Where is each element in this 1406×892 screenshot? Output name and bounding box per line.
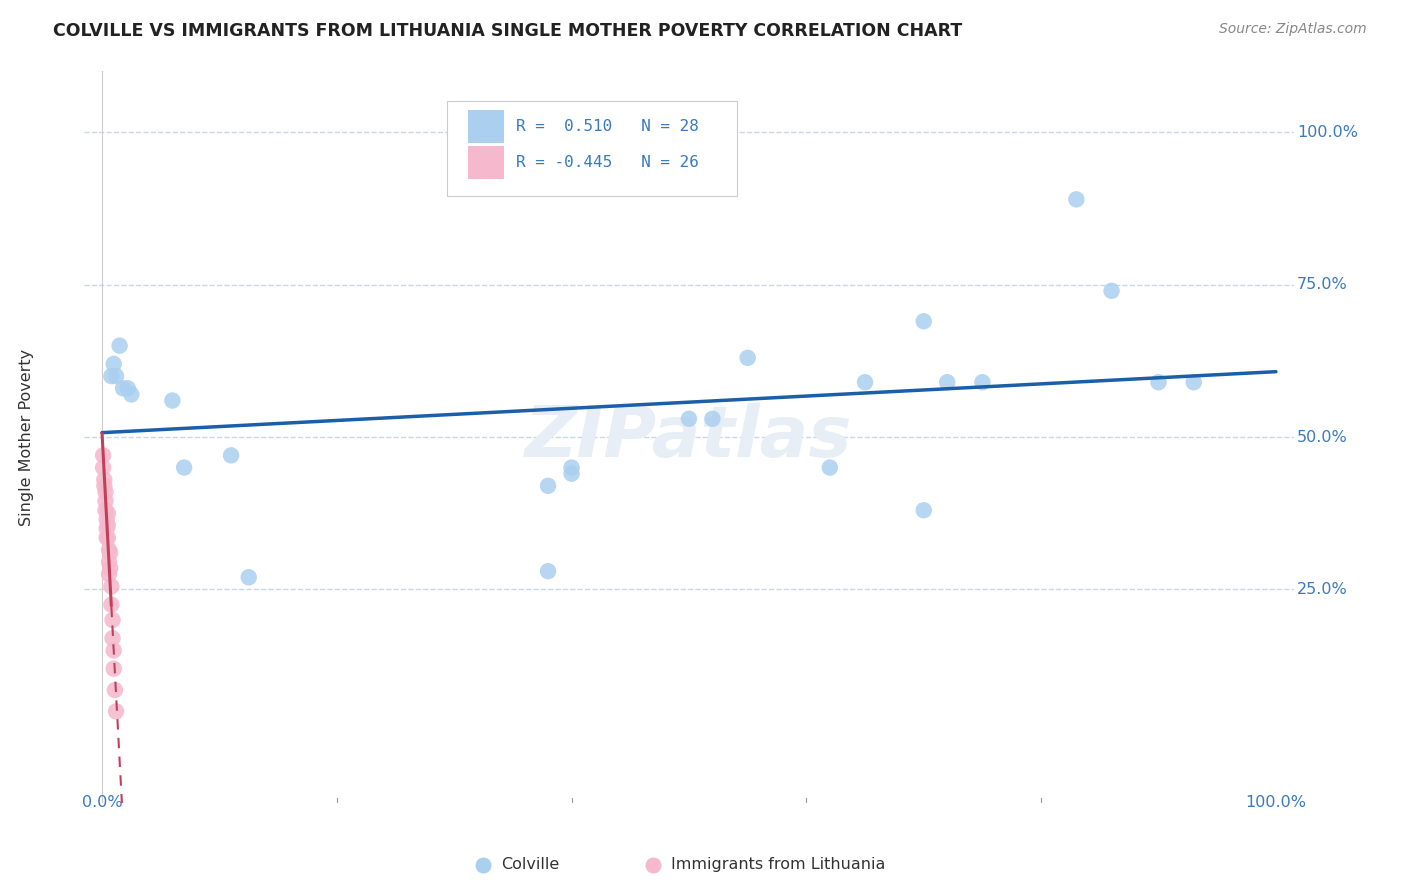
Point [97, 518, 120, 533]
Point [94, 494, 117, 508]
Point [219, 449, 242, 463]
Point [97, 531, 120, 545]
Point [1182, 376, 1205, 390]
Text: 75.0%: 75.0% [1298, 277, 1348, 293]
Point [100, 579, 122, 593]
Point [98, 561, 121, 575]
Text: Colville: Colville [502, 857, 560, 872]
Text: 50.0%: 50.0% [1298, 430, 1348, 444]
Point [97, 506, 120, 520]
Point [103, 357, 125, 371]
Point [108, 339, 131, 353]
Point [117, 381, 139, 395]
Point [972, 376, 994, 390]
Point [561, 467, 583, 481]
Text: R =  0.510   N = 28: R = 0.510 N = 28 [516, 119, 699, 134]
Point [853, 376, 876, 390]
Point [100, 598, 122, 612]
Point [96, 531, 118, 545]
Point [104, 683, 127, 698]
Text: Source: ZipAtlas.com: Source: ZipAtlas.com [1219, 22, 1367, 37]
Point [103, 662, 125, 676]
Point [561, 460, 583, 475]
Point [96, 521, 118, 535]
Point [818, 460, 841, 475]
Point [737, 351, 759, 365]
Point [112, 381, 135, 395]
Bar [468, 146, 503, 179]
Point [912, 503, 935, 517]
Text: COLVILLE VS IMMIGRANTS FROM LITHUANIA SINGLE MOTHER POVERTY CORRELATION CHART: COLVILLE VS IMMIGRANTS FROM LITHUANIA SI… [53, 22, 963, 40]
Point [100, 369, 122, 384]
Text: ZIPatlas: ZIPatlas [526, 402, 852, 472]
Point [1101, 284, 1123, 298]
Point [98, 555, 121, 569]
Point [98, 542, 121, 557]
Point [478, 787, 501, 801]
Text: R = -0.445   N = 26: R = -0.445 N = 26 [516, 155, 699, 170]
Point [103, 643, 125, 657]
Point [101, 613, 124, 627]
Point [537, 564, 560, 578]
Point [702, 412, 724, 426]
Point [91, 460, 114, 475]
Point [94, 485, 117, 500]
Point [537, 479, 560, 493]
Point [173, 460, 195, 475]
Point [93, 479, 115, 493]
Point [936, 376, 959, 390]
Point [94, 503, 117, 517]
Text: 25.0%: 25.0% [1298, 582, 1348, 597]
Point [238, 570, 260, 584]
Point [678, 412, 700, 426]
Point [162, 393, 184, 408]
Point [105, 369, 128, 384]
Text: 100.0%: 100.0% [1246, 796, 1306, 811]
Bar [468, 110, 503, 143]
Point [96, 512, 118, 526]
Point [1147, 376, 1170, 390]
Point [98, 567, 121, 582]
FancyBboxPatch shape [447, 101, 737, 195]
Point [643, 787, 665, 801]
Text: Immigrants from Lithuania: Immigrants from Lithuania [671, 857, 886, 872]
Point [91, 449, 114, 463]
Point [101, 632, 124, 646]
Point [912, 314, 935, 328]
Point [98, 546, 121, 560]
Text: 0.0%: 0.0% [82, 796, 122, 811]
Point [93, 473, 115, 487]
Text: Single Mother Poverty: Single Mother Poverty [18, 349, 34, 525]
Point [1066, 193, 1088, 207]
Point [120, 387, 142, 401]
Text: 100.0%: 100.0% [1298, 125, 1358, 140]
Point [105, 705, 128, 719]
